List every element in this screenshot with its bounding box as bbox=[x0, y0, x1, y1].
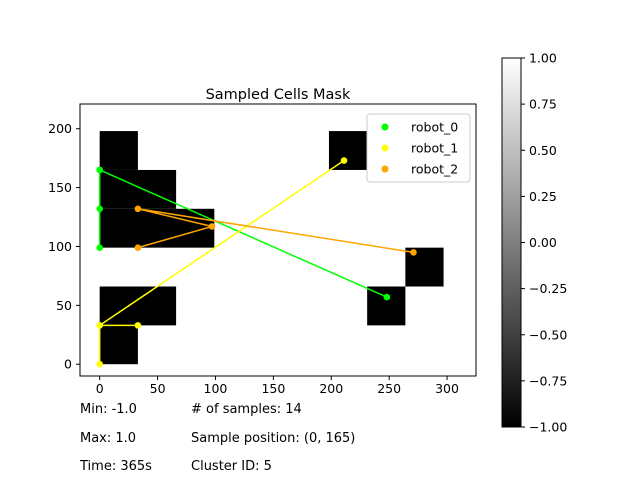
point-robot_1 bbox=[96, 322, 103, 329]
colorbar-gradient bbox=[501, 57, 522, 428]
mask-cell bbox=[99, 169, 177, 209]
mask-cell bbox=[99, 325, 138, 365]
robot-sample-points bbox=[96, 157, 417, 368]
x-tick-label: 100 bbox=[204, 381, 228, 396]
colorbar-tick-label: 1.00 bbox=[529, 51, 557, 66]
path-robot_2 bbox=[137, 208, 414, 254]
x-axis-ticks: 0 50 100 150 200 250 300 bbox=[96, 376, 459, 396]
x-tick-label: 0 bbox=[96, 381, 104, 396]
y-tick-label: 0 bbox=[64, 357, 72, 372]
colorbar-tick-label: 0.75 bbox=[529, 97, 557, 112]
info-min: Min: -1.0 bbox=[80, 402, 137, 417]
plot-frame bbox=[79, 103, 477, 377]
point-robot_1 bbox=[134, 322, 142, 329]
mask-cell bbox=[367, 286, 406, 326]
point-robot_2 bbox=[410, 249, 417, 256]
mask-cell bbox=[99, 131, 138, 170]
y-tick-label: 100 bbox=[48, 239, 72, 254]
info-max: Max: 1.0 bbox=[80, 431, 137, 446]
point-robot_2 bbox=[208, 223, 216, 230]
mask-cell bbox=[99, 286, 177, 326]
x-tick-label: 50 bbox=[150, 381, 166, 396]
x-tick-label: 300 bbox=[435, 381, 459, 396]
point-robot_2 bbox=[134, 205, 142, 213]
y-tick-label: 200 bbox=[48, 121, 72, 136]
legend: robot_0 robot_1 robot_2 bbox=[366, 113, 471, 183]
x-tick-label: 200 bbox=[319, 381, 343, 396]
legend-label-robot_1: robot_1 bbox=[411, 141, 458, 156]
point-robot_0 bbox=[96, 205, 103, 213]
x-tick-label: 250 bbox=[377, 381, 401, 396]
y-tick-label: 150 bbox=[48, 180, 72, 195]
mask-cell bbox=[99, 208, 215, 248]
info-sample-position: Sample position: (0, 165) bbox=[191, 431, 356, 446]
colorbar-tick-label: −1.00 bbox=[529, 420, 567, 435]
y-tick-label: 50 bbox=[56, 298, 72, 313]
colorbar-tick-label: 0.50 bbox=[529, 143, 557, 158]
legend-box bbox=[366, 113, 471, 183]
info-samples: # of samples: 14 bbox=[191, 402, 302, 417]
colorbar-tick-label: 0.00 bbox=[529, 235, 557, 250]
point-robot_1 bbox=[340, 157, 348, 164]
legend-label-robot_0: robot_0 bbox=[411, 120, 458, 135]
legend-marker-robot_1 bbox=[381, 144, 389, 152]
point-robot_0 bbox=[383, 293, 391, 301]
colorbar: 1.00 0.75 0.50 0.25 0.00 −0.25 −0.50 −0.75 −1.00 bbox=[501, 51, 567, 435]
legend-label-robot_2: robot_2 bbox=[411, 162, 458, 177]
info-time: Time: 365s bbox=[80, 459, 152, 474]
point-robot_0 bbox=[96, 244, 103, 251]
colorbar-tick-label: 0.25 bbox=[529, 189, 557, 204]
point-robot_2 bbox=[134, 244, 142, 251]
legend-marker-robot_2 bbox=[381, 165, 389, 173]
mask-cell bbox=[328, 131, 368, 170]
info-cluster-id: Cluster ID: 5 bbox=[191, 459, 272, 474]
point-robot_0 bbox=[96, 166, 103, 174]
point-robot_1 bbox=[96, 360, 103, 368]
colorbar-tick-label: −0.50 bbox=[529, 327, 567, 342]
x-tick-label: 150 bbox=[261, 381, 285, 396]
legend-marker-robot_0 bbox=[381, 123, 389, 131]
chart-title: Sampled Cells Mask bbox=[206, 87, 351, 103]
robot-paths bbox=[97, 159, 414, 365]
colorbar-tick-label: −0.75 bbox=[529, 373, 567, 388]
y-axis-ticks: 0 50 100 150 200 bbox=[48, 121, 80, 372]
colorbar-tick-label: −0.25 bbox=[529, 281, 567, 296]
